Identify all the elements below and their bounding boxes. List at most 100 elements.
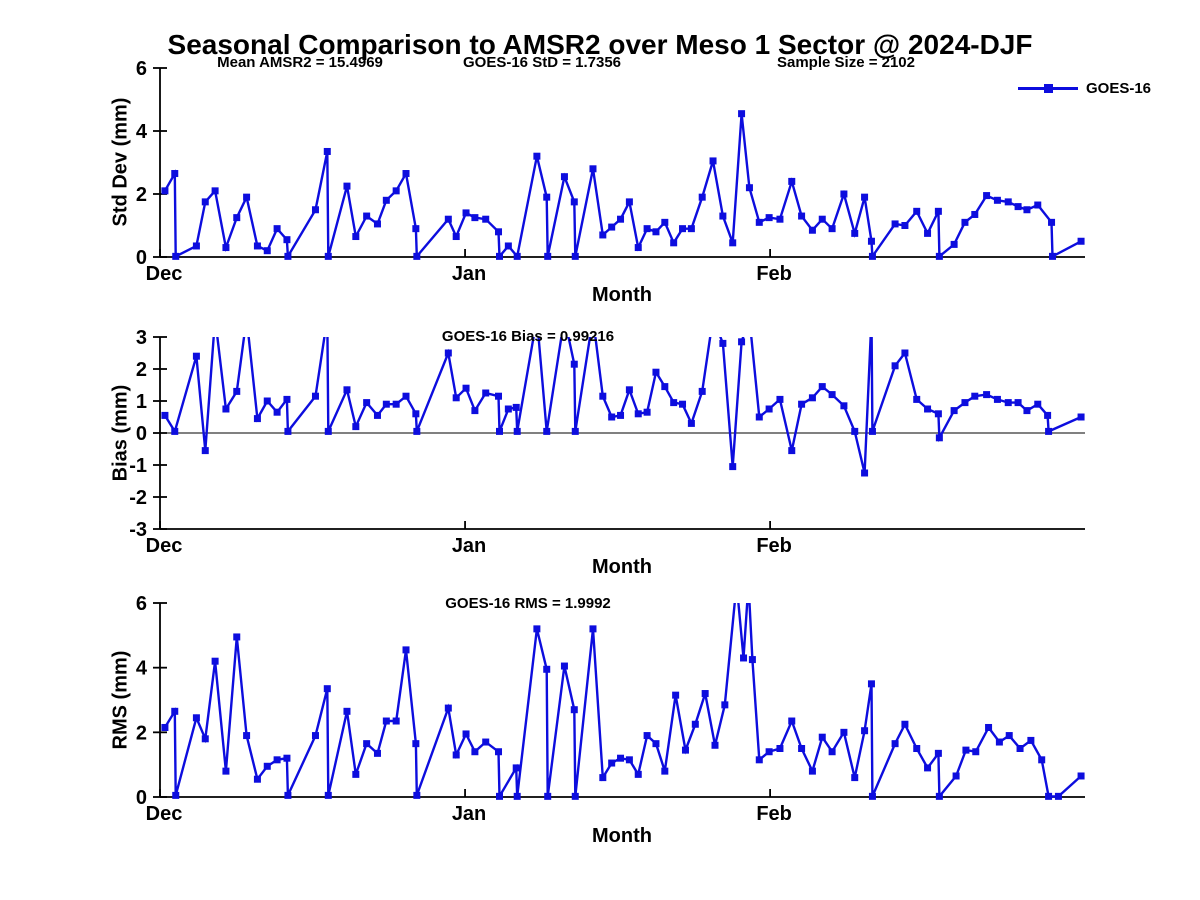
data-point-marker (471, 407, 479, 415)
data-point-marker (698, 193, 706, 201)
data-point-marker (161, 411, 169, 419)
stat-sample-size: Sample Size = 2102 (776, 54, 916, 71)
data-point-marker (222, 767, 230, 775)
data-point-marker (748, 656, 756, 664)
data-point-marker (679, 225, 687, 233)
data-point-marker (861, 193, 869, 201)
y-axis-label-bias: Bias (mm) (109, 384, 132, 482)
data-point-marker (672, 691, 680, 699)
data-point-marker (482, 738, 490, 746)
data-point-marker (570, 706, 578, 714)
data-point-marker (840, 728, 848, 736)
subplot-rms: 0 2 4 6 Dec Jan Feb (136, 593, 1085, 825)
data-point-marker (851, 427, 859, 435)
y-axis-label-stddev: Std Dev (mm) (109, 97, 132, 227)
data-point-marker (253, 415, 261, 423)
data-point-marker (608, 413, 616, 421)
x-tick-label: Feb (756, 803, 792, 825)
data-point-marker (495, 392, 503, 400)
data-point-marker (643, 225, 651, 233)
data-point-marker (253, 242, 261, 250)
data-point-marker (452, 233, 460, 241)
data-point-marker (679, 400, 687, 408)
data-point-marker (745, 184, 753, 192)
data-point-marker (913, 207, 921, 215)
data-point-marker (343, 386, 351, 394)
data-point-marker (544, 792, 552, 800)
data-point-marker (273, 225, 281, 233)
data-point-marker (1027, 736, 1035, 744)
subplot-std-dev: 0 2 4 6 Dec Jan Feb (136, 58, 1085, 285)
data-point-marker (222, 244, 230, 252)
data-point-marker (570, 360, 578, 368)
data-point-marker (1038, 756, 1046, 764)
data-point-marker (670, 239, 678, 247)
data-point-marker (983, 391, 991, 399)
data-point-marker (504, 242, 512, 250)
data-point-marker (352, 770, 360, 778)
data-point-marker (934, 410, 942, 418)
data-point-marker (1054, 792, 1062, 800)
data-point-marker (952, 772, 960, 780)
data-point-marker (571, 792, 579, 800)
data-point-marker (818, 733, 826, 741)
data-point-marker (808, 226, 816, 234)
data-point-marker (211, 657, 219, 665)
data-point-marker (1014, 399, 1022, 407)
data-point-marker (983, 192, 991, 200)
data-point-marker (560, 173, 568, 181)
data-point-marker (1023, 206, 1031, 214)
data-point-marker (798, 400, 806, 408)
data-point-marker (243, 732, 251, 740)
data-point-marker (323, 685, 331, 693)
data-point-marker (402, 646, 410, 654)
data-point-marker (543, 427, 551, 435)
data-point-marker (652, 228, 660, 236)
data-point-marker (253, 775, 261, 783)
data-point-marker (818, 215, 826, 223)
data-point-marker (382, 196, 390, 204)
data-point-marker (323, 147, 331, 155)
data-point-marker (993, 196, 1001, 204)
data-point-marker (533, 152, 541, 160)
data-point-marker (1077, 413, 1085, 421)
data-point-marker (962, 746, 970, 754)
data-point-marker (161, 723, 169, 731)
data-point-marker (311, 392, 319, 400)
data-point-marker (818, 383, 826, 391)
data-point-marker (233, 633, 241, 641)
data-point-marker (755, 413, 763, 421)
data-point-marker (1005, 732, 1013, 740)
data-point-marker (625, 756, 633, 764)
data-point-marker (924, 764, 932, 772)
data-point-marker (233, 214, 241, 222)
data-point-marker (634, 410, 642, 418)
data-point-marker (798, 745, 806, 752)
y-tick-label: 0 (136, 423, 147, 445)
data-point-marker (935, 252, 943, 260)
data-point-marker (840, 190, 848, 198)
data-point-marker (495, 792, 503, 800)
data-point-marker (935, 792, 943, 800)
x-axis-label-month-3: Month (592, 825, 652, 847)
data-point-marker (222, 405, 230, 413)
y-tick-label: 6 (136, 58, 147, 80)
x-axis-label-month-1: Month (592, 284, 652, 306)
data-point-marker (719, 339, 727, 347)
data-point-marker (1034, 400, 1042, 408)
data-point-marker (867, 680, 875, 688)
data-point-marker (670, 399, 678, 407)
data-point-marker (701, 690, 709, 698)
data-line-goes16 (163, 337, 1082, 474)
data-point-marker (452, 394, 460, 402)
data-point-marker (352, 233, 360, 241)
data-point-marker (788, 447, 796, 455)
data-point-marker (729, 239, 737, 247)
data-point-marker (608, 223, 616, 231)
data-point-marker (201, 198, 209, 206)
data-point-marker (462, 730, 470, 738)
data-point-marker (691, 720, 699, 728)
data-point-marker (589, 625, 597, 633)
data-point-marker (625, 198, 633, 206)
